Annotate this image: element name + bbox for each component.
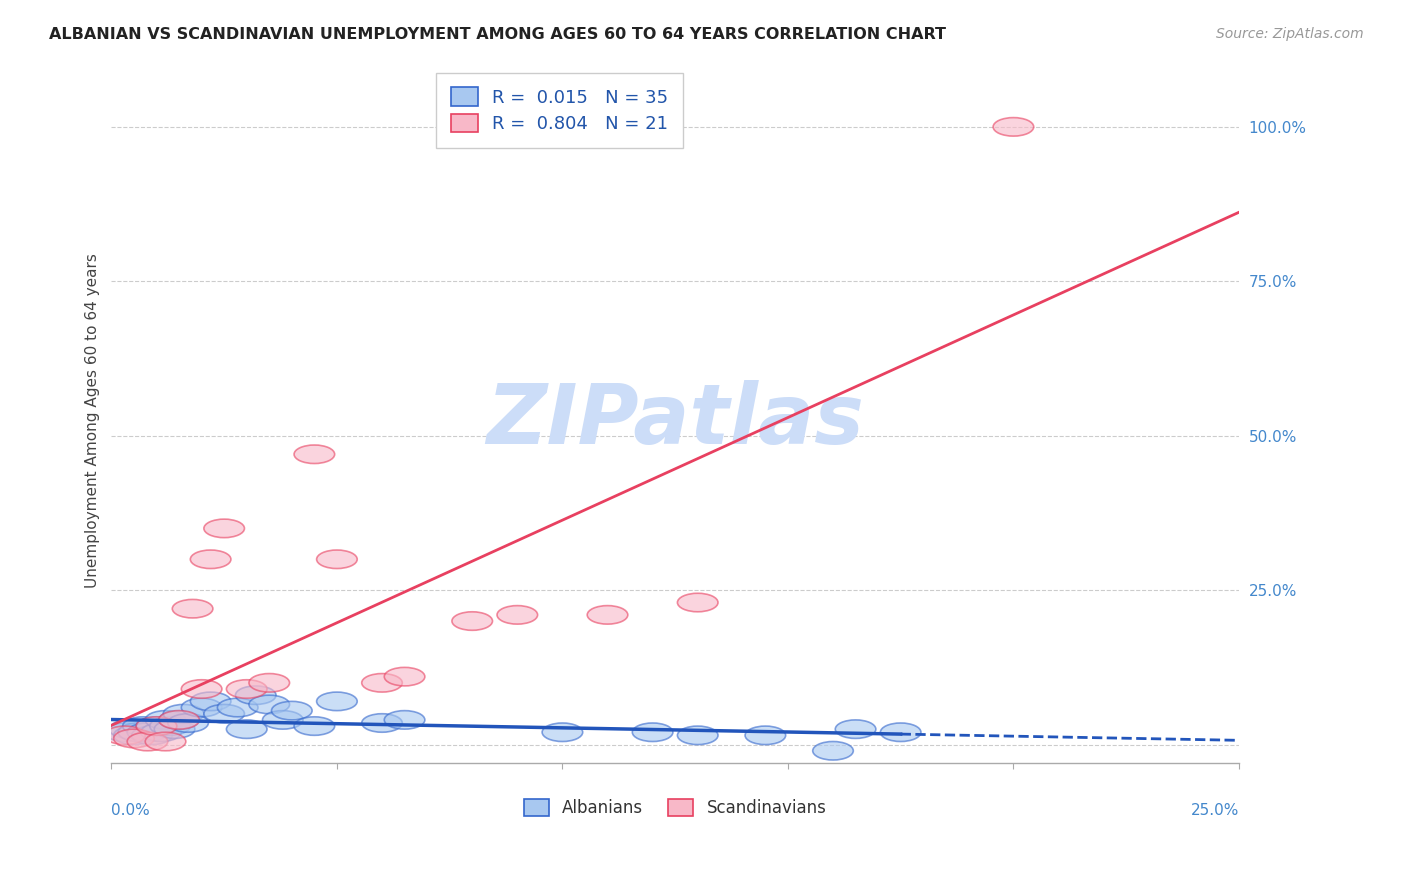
Ellipse shape	[218, 698, 257, 717]
Ellipse shape	[745, 726, 786, 745]
Ellipse shape	[190, 692, 231, 711]
Ellipse shape	[451, 612, 492, 631]
Ellipse shape	[294, 445, 335, 464]
Ellipse shape	[678, 593, 718, 612]
Ellipse shape	[114, 726, 155, 745]
Ellipse shape	[235, 686, 276, 705]
Ellipse shape	[145, 732, 186, 751]
Ellipse shape	[181, 680, 222, 698]
Ellipse shape	[316, 692, 357, 711]
Ellipse shape	[496, 606, 537, 624]
Ellipse shape	[114, 729, 155, 747]
Ellipse shape	[361, 673, 402, 692]
Text: ZIPatlas: ZIPatlas	[486, 380, 865, 461]
Ellipse shape	[835, 720, 876, 739]
Ellipse shape	[361, 714, 402, 732]
Ellipse shape	[249, 673, 290, 692]
Ellipse shape	[294, 717, 335, 735]
Ellipse shape	[163, 705, 204, 723]
Ellipse shape	[150, 717, 190, 735]
Ellipse shape	[104, 726, 145, 745]
Text: 25.0%: 25.0%	[1191, 804, 1239, 818]
Ellipse shape	[127, 723, 167, 741]
Ellipse shape	[181, 698, 222, 717]
Ellipse shape	[141, 723, 181, 741]
Ellipse shape	[167, 714, 208, 732]
Ellipse shape	[263, 711, 304, 729]
Text: 0.0%: 0.0%	[111, 804, 150, 818]
Ellipse shape	[813, 741, 853, 760]
Ellipse shape	[993, 118, 1033, 136]
Ellipse shape	[132, 726, 173, 745]
Ellipse shape	[384, 667, 425, 686]
Text: Source: ZipAtlas.com: Source: ZipAtlas.com	[1216, 27, 1364, 41]
Ellipse shape	[190, 550, 231, 568]
Text: ALBANIAN VS SCANDINAVIAN UNEMPLOYMENT AMONG AGES 60 TO 64 YEARS CORRELATION CHAR: ALBANIAN VS SCANDINAVIAN UNEMPLOYMENT AM…	[49, 27, 946, 42]
Ellipse shape	[204, 705, 245, 723]
Ellipse shape	[226, 720, 267, 739]
Ellipse shape	[159, 711, 200, 729]
Ellipse shape	[271, 701, 312, 720]
Ellipse shape	[159, 711, 200, 729]
Ellipse shape	[249, 695, 290, 714]
Ellipse shape	[110, 720, 150, 739]
Ellipse shape	[136, 717, 177, 735]
Ellipse shape	[226, 680, 267, 698]
Ellipse shape	[543, 723, 582, 741]
Ellipse shape	[104, 723, 145, 741]
Ellipse shape	[122, 717, 163, 735]
Ellipse shape	[316, 550, 357, 568]
Ellipse shape	[384, 711, 425, 729]
Ellipse shape	[127, 732, 167, 751]
Ellipse shape	[173, 599, 212, 618]
Ellipse shape	[155, 720, 195, 739]
Ellipse shape	[678, 726, 718, 745]
Ellipse shape	[136, 717, 177, 735]
Ellipse shape	[633, 723, 673, 741]
Legend: Albanians, Scandinavians: Albanians, Scandinavians	[517, 792, 834, 823]
Ellipse shape	[588, 606, 628, 624]
Ellipse shape	[204, 519, 245, 538]
Ellipse shape	[145, 711, 186, 729]
Ellipse shape	[118, 723, 159, 741]
Y-axis label: Unemployment Among Ages 60 to 64 years: Unemployment Among Ages 60 to 64 years	[86, 252, 100, 588]
Ellipse shape	[880, 723, 921, 741]
